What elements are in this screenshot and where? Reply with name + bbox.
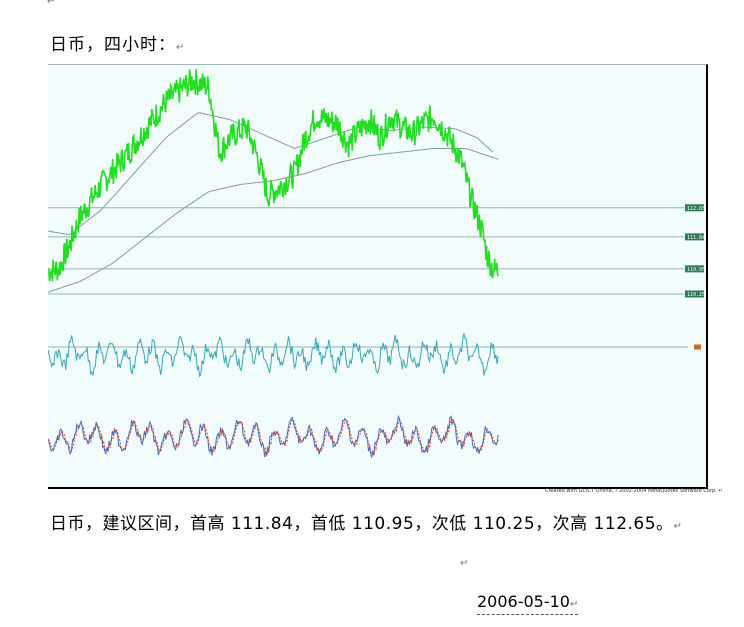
paragraph-mark-summary: ↵ — [673, 521, 683, 532]
forex-chart: 112.65 111.84 110.95 110.25 — [48, 64, 708, 489]
chart-credit: Created with GCICT Online, ? 2002-2004 M… — [545, 488, 723, 494]
paragraph-mark-top: ↵ — [47, 0, 56, 7]
svg-text:110.25: 110.25 — [687, 292, 705, 298]
svg-text:112.65: 112.65 — [687, 206, 705, 212]
level-label-1: 112.65 — [685, 204, 705, 212]
paragraph-mark-heading: ↵ — [176, 42, 186, 53]
stochastic-main — [48, 414, 499, 458]
svg-text:110.95: 110.95 — [687, 267, 705, 273]
heading-text: 日币，四小时： — [50, 35, 176, 55]
price-series — [48, 69, 499, 282]
oscillator-series — [48, 333, 499, 378]
document-date: 2006-05-10↵ — [477, 592, 579, 615]
level-label-4: 110.25 — [685, 290, 705, 298]
paragraph-mark-blank: ↵ — [460, 558, 469, 569]
range-summary: 日币，建议区间，首高 111.84，首低 110.95，次低 110.25，次高… — [50, 509, 682, 534]
summary-text: 日币，建议区间，首高 111.84，首低 110.95，次低 110.25，次高… — [50, 514, 674, 534]
level-label-2: 111.84 — [685, 233, 705, 241]
svg-text:111.84: 111.84 — [687, 235, 705, 241]
chart-heading: 日币，四小时：↵ — [50, 30, 185, 55]
paragraph-mark-date: ↵ — [569, 599, 579, 610]
credit-text: Created with GCICT Online, ? 2002-2004 M… — [545, 488, 717, 494]
oscillator-marker — [694, 344, 701, 350]
level-label-3: 110.95 — [685, 265, 705, 273]
paragraph-mark-credit: ↵ — [718, 488, 723, 494]
moving-average-2 — [48, 148, 499, 293]
date-text: 2006-05-10 — [477, 592, 570, 611]
chart-canvas: 112.65 111.84 110.95 110.25 — [48, 69, 705, 458]
stochastic-signal — [48, 417, 499, 457]
